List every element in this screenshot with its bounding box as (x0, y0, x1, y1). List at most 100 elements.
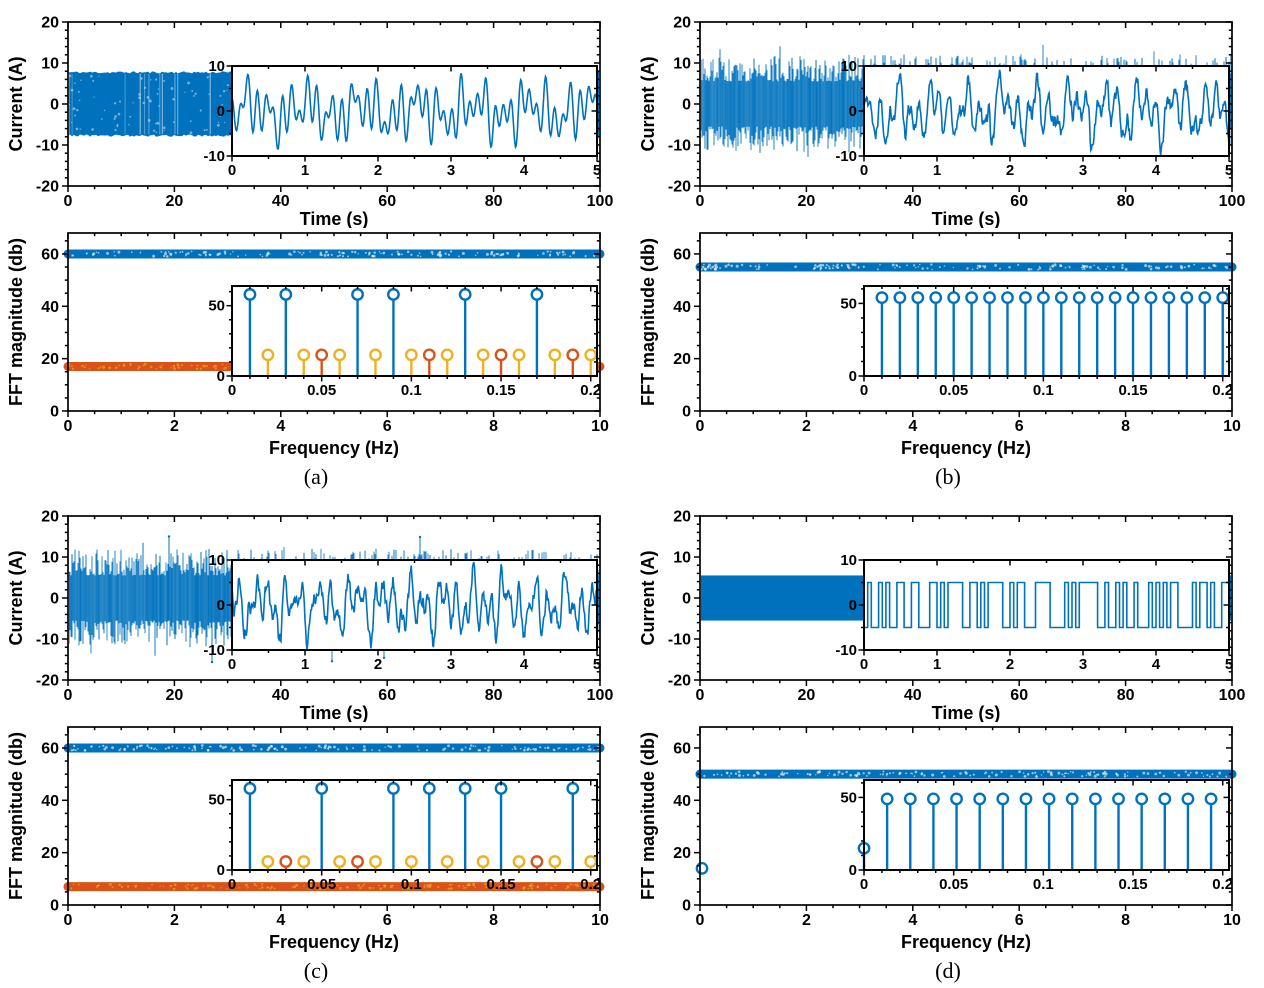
time-ylabel: Current (A) (638, 57, 658, 152)
svg-text:1: 1 (301, 656, 309, 673)
time-ylabel: Current (A) (6, 57, 26, 152)
svg-text:10: 10 (41, 550, 59, 567)
svg-text:4: 4 (276, 418, 285, 435)
svg-text:-20: -20 (668, 673, 691, 690)
fft-inset: 0 0.05 0.1 0.15 0.2 0 50 (840, 285, 1233, 399)
svg-text:10: 10 (840, 58, 857, 75)
undefined (858, 65, 1230, 162)
svg-text:40: 40 (673, 793, 691, 810)
svg-text:3: 3 (447, 162, 455, 179)
time-chart-a: 0 20 40 60 80 100 -20 -10 0 10 20 Time (s) Current (… (0, 0, 632, 229)
svg-text:0: 0 (682, 898, 691, 915)
svg-text:0: 0 (50, 404, 59, 421)
svg-text:2: 2 (374, 162, 382, 179)
fft-chart-svg: 0 2 4 6 8 10 0 20 40 60 Frequency (Hz) FFT magnitud… (638, 232, 1241, 458)
svg-text:10: 10 (591, 912, 609, 929)
svg-text:0.05: 0.05 (307, 382, 336, 399)
undefined (226, 779, 598, 876)
svg-text:0: 0 (860, 382, 868, 399)
svg-text:0.05: 0.05 (939, 876, 968, 893)
svg-text:0: 0 (217, 103, 225, 120)
inset-signal (233, 561, 596, 649)
svg-text:4: 4 (908, 912, 917, 929)
svg-text:6: 6 (383, 912, 392, 929)
svg-text:60: 60 (41, 740, 59, 757)
panel-d: 0 20 40 60 80 100 -20 -10 0 10 20 Time (s) Current (… (632, 494, 1264, 988)
svg-text:10: 10 (1223, 418, 1241, 435)
svg-text:0: 0 (849, 862, 857, 879)
svg-text:40: 40 (272, 687, 290, 704)
svg-text:8: 8 (489, 418, 498, 435)
svg-text:50: 50 (208, 792, 225, 809)
svg-text:0.15: 0.15 (486, 382, 515, 399)
svg-text:20: 20 (673, 845, 691, 862)
fft-lone-marker (695, 862, 709, 875)
svg-text:5: 5 (1225, 162, 1233, 179)
panel-caption-d: (d) (935, 958, 961, 983)
svg-text:0: 0 (228, 382, 236, 399)
svg-text:0: 0 (682, 591, 691, 608)
svg-text:0: 0 (860, 876, 868, 893)
svg-text:40: 40 (41, 793, 59, 810)
fft-inset-stems (243, 782, 598, 870)
svg-text:100: 100 (1219, 193, 1246, 210)
inset-signal (865, 69, 1228, 155)
svg-text:0: 0 (64, 687, 73, 704)
time-xlabel: Time (s) (932, 209, 1001, 228)
svg-text:5: 5 (1225, 656, 1233, 673)
svg-text:0: 0 (849, 368, 857, 385)
svg-text:0.05: 0.05 (307, 876, 336, 893)
svg-text:0: 0 (696, 912, 705, 929)
svg-text:8: 8 (489, 912, 498, 929)
svg-text:20: 20 (166, 687, 184, 704)
svg-text:0.2: 0.2 (1212, 876, 1233, 893)
fft-chart-d: 0 2 4 6 8 10 0 20 40 60 Frequency (Hz) FFT magnitud… (632, 722, 1264, 958)
panel-caption-a: (a) (303, 464, 329, 489)
time-chart-d: 0 20 40 60 80 100 -20 -10 0 10 20 Time (s) Current (… (632, 494, 1264, 723)
svg-text:40: 40 (673, 299, 691, 316)
fft-inset-stems (857, 792, 1218, 870)
svg-text:20: 20 (673, 351, 691, 368)
svg-text:10: 10 (208, 552, 225, 569)
svg-text:50: 50 (840, 295, 857, 312)
svg-text:20: 20 (166, 193, 184, 210)
svg-text:10: 10 (1223, 912, 1241, 929)
fft-inset-stems (243, 288, 598, 376)
svg-text:0: 0 (860, 162, 868, 179)
time-xlabel: Time (s) (300, 703, 369, 722)
svg-text:4: 4 (520, 656, 529, 673)
svg-text:1: 1 (933, 656, 941, 673)
svg-text:40: 40 (41, 299, 59, 316)
svg-text:1: 1 (301, 162, 309, 179)
svg-text:4: 4 (276, 912, 285, 929)
svg-text:20: 20 (798, 193, 816, 210)
fft-bands (695, 769, 1237, 779)
fft-inset-stems (875, 291, 1230, 376)
svg-text:4: 4 (908, 418, 917, 435)
svg-text:0: 0 (682, 97, 691, 114)
svg-text:100: 100 (1219, 687, 1246, 704)
time-chart-c: 0 20 40 60 80 100 -20 -10 0 10 20 Time (s) Current (… (0, 494, 632, 723)
fft-ylabel: FFT magnitude (db) (638, 732, 658, 900)
svg-text:0: 0 (64, 193, 73, 210)
svg-text:2: 2 (374, 656, 382, 673)
svg-text:-10: -10 (835, 148, 857, 165)
svg-text:0: 0 (50, 97, 59, 114)
svg-text:4: 4 (1152, 656, 1161, 673)
svg-text:20: 20 (41, 351, 59, 368)
svg-text:0: 0 (50, 898, 59, 915)
svg-text:20: 20 (41, 845, 59, 862)
svg-text:50: 50 (840, 789, 857, 806)
fft-xlabel: Frequency (Hz) (269, 932, 399, 952)
inset-signal (865, 581, 1228, 629)
svg-text:10: 10 (591, 418, 609, 435)
svg-text:60: 60 (673, 246, 691, 263)
inset-signal (233, 73, 596, 150)
svg-text:-10: -10 (203, 148, 225, 165)
